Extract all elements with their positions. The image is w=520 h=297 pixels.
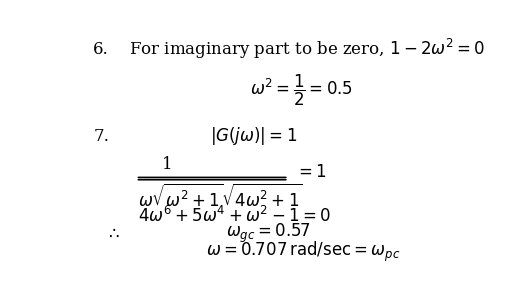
Text: For imaginary part to be zero, $1 - 2\omega^2 = 0$: For imaginary part to be zero, $1 - 2\om… [129, 37, 486, 61]
Text: $4\omega^6 + 5\omega^4 + \omega^2 - 1 = 0$: $4\omega^6 + 5\omega^4 + \omega^2 - 1 = … [137, 206, 330, 226]
Text: 1: 1 [162, 156, 172, 173]
Text: $\omega = 0.707\,\mathrm{rad/sec} = \omega_{pc}$: $\omega = 0.707\,\mathrm{rad/sec} = \ome… [206, 240, 400, 264]
Text: $\omega^2 = \dfrac{1}{2} = 0.5$: $\omega^2 = \dfrac{1}{2} = 0.5$ [251, 73, 354, 108]
Text: $\omega_{gc} = 0.57$: $\omega_{gc} = 0.57$ [226, 222, 311, 245]
Text: 7.: 7. [93, 128, 109, 145]
Text: 6.: 6. [93, 41, 109, 58]
Text: $\omega\sqrt{\omega^2+1}\sqrt{4\omega^2+1}$: $\omega\sqrt{\omega^2+1}\sqrt{4\omega^2+… [137, 183, 302, 211]
Text: $\therefore$: $\therefore$ [106, 225, 120, 242]
Text: $|G(j\omega)| = 1$: $|G(j\omega)| = 1$ [210, 125, 297, 147]
Text: $= 1$: $= 1$ [295, 164, 326, 181]
